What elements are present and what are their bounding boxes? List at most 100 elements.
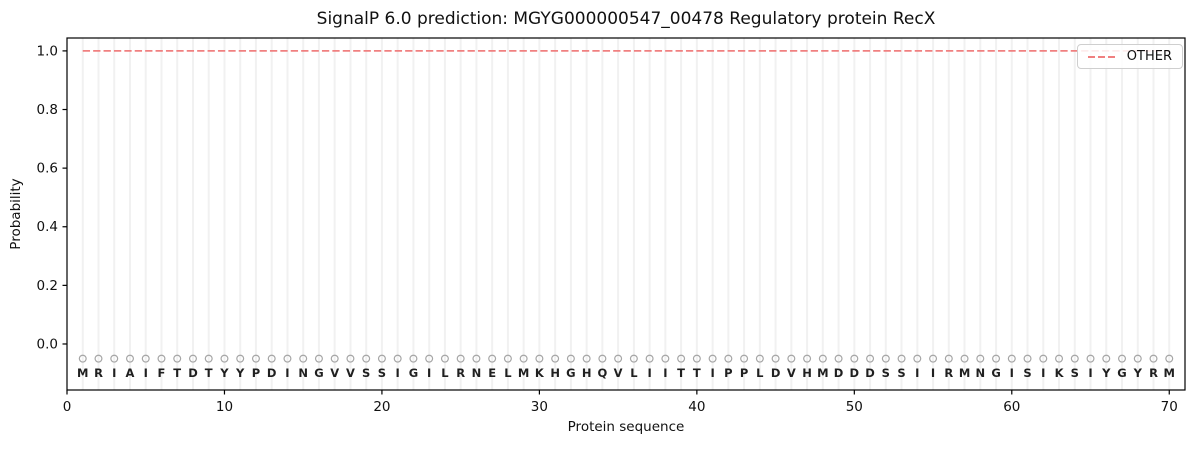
y-tick-label: 0.4 [37, 219, 58, 235]
residue-letter: T [677, 366, 685, 380]
residue-marker [94, 354, 103, 363]
residue-marker [1102, 354, 1111, 363]
y-tick-label: 0.8 [37, 102, 58, 118]
residue-marker [834, 354, 843, 363]
residue-marker [897, 354, 906, 363]
residue-marker [472, 354, 481, 363]
residue-marker [913, 354, 922, 363]
residue-letter: I [647, 366, 651, 380]
residue-marker [598, 354, 607, 363]
residue-letter: I [1088, 366, 1092, 380]
residue-marker [125, 354, 134, 363]
residue-letter: I [112, 366, 116, 380]
residue-marker [362, 354, 371, 363]
residue-marker [803, 354, 812, 363]
residue-letter: L [630, 366, 638, 380]
residue-marker [283, 354, 292, 363]
residue-letter: L [756, 366, 764, 380]
residue-letter: M [518, 366, 529, 380]
residue-marker [992, 354, 1001, 363]
residue-letter: I [915, 366, 919, 380]
residue-marker [1149, 354, 1158, 363]
y-tick-label: 0.6 [37, 161, 58, 177]
residue-letter: D [850, 366, 860, 380]
residue-marker [535, 354, 544, 363]
residue-marker [251, 354, 260, 363]
residue-marker [188, 354, 197, 363]
residue-marker [1165, 354, 1174, 363]
residue-marker [740, 354, 749, 363]
residue-letter: R [456, 366, 465, 380]
residue-letter: D [834, 366, 844, 380]
residue-marker [456, 354, 465, 363]
residue-letter: R [944, 366, 953, 380]
residue-letter: M [959, 366, 970, 380]
residue-marker [929, 354, 938, 363]
residue-letter: I [931, 366, 935, 380]
dashed-line-icon [1087, 55, 1118, 58]
x-tick-label: 30 [531, 399, 548, 415]
y-axis-label: Probability [8, 178, 24, 250]
residue-letter: Y [219, 366, 229, 380]
residue-marker [677, 354, 686, 363]
residue-letter: V [346, 366, 355, 380]
residue-marker [204, 354, 213, 363]
residue-letter: G [1117, 366, 1126, 380]
x-tick-label: 0 [63, 399, 72, 415]
residue-marker [787, 354, 796, 363]
residue-letter: S [362, 366, 370, 380]
residue-letter: D [188, 366, 198, 380]
residue-marker [377, 354, 386, 363]
residue-marker [692, 354, 701, 363]
residue-letter: G [314, 366, 323, 380]
residue-marker [661, 354, 670, 363]
residue-marker [629, 354, 638, 363]
residue-letter: M [817, 366, 828, 380]
residue-letter: T [205, 366, 213, 380]
residue-letter: I [663, 366, 667, 380]
residue-letter: S [897, 366, 905, 380]
x-tick-label: 20 [373, 399, 390, 415]
residue-marker [1023, 354, 1032, 363]
residue-marker [503, 354, 512, 363]
residue-letter: N [472, 366, 482, 380]
residue-letter: Y [1133, 366, 1143, 380]
residue-letter: P [740, 366, 748, 380]
residue-marker [724, 354, 733, 363]
residue-letter: S [882, 366, 890, 380]
x-tick-label: 50 [846, 399, 863, 415]
residue-marker [566, 354, 575, 363]
residue-marker [236, 354, 245, 363]
residue-marker [708, 354, 717, 363]
residue-letter: R [1149, 366, 1158, 380]
residue-letter: P [252, 366, 260, 380]
residue-letter: T [693, 366, 701, 380]
x-tick-label: 40 [688, 399, 705, 415]
residue-letter: E [488, 366, 496, 380]
residue-letter: N [975, 366, 985, 380]
residue-marker [960, 354, 969, 363]
residue-marker [267, 354, 276, 363]
residue-marker [314, 354, 323, 363]
residue-letter: I [1041, 366, 1045, 380]
residue-letter: K [535, 366, 545, 380]
residue-letter: I [427, 366, 431, 380]
residue-letter: N [298, 366, 308, 380]
x-tick-label: 70 [1161, 399, 1178, 415]
residue-letter: G [409, 366, 418, 380]
residue-marker [1070, 354, 1079, 363]
residue-marker [220, 354, 229, 363]
residue-marker [519, 354, 528, 363]
legend: OTHER [1076, 44, 1183, 69]
residue-marker [771, 354, 780, 363]
residue-letter: S [1023, 366, 1031, 380]
residue-letter: M [1164, 366, 1175, 380]
residue-marker [141, 354, 150, 363]
residue-marker [818, 354, 827, 363]
residue-letter: V [330, 366, 339, 380]
residue-letter: G [991, 366, 1000, 380]
residue-marker [976, 354, 985, 363]
residue-marker [881, 354, 890, 363]
residue-letter: I [396, 366, 400, 380]
